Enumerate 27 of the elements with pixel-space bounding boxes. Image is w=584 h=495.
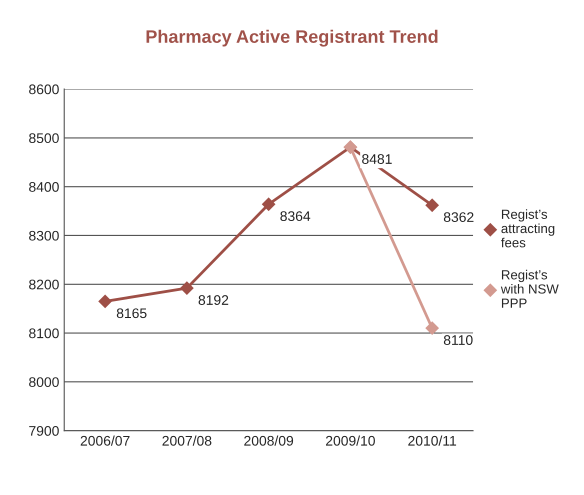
y-tick-label: 7900 — [29, 426, 59, 436]
x-tick-label: 2010/11 — [408, 436, 456, 446]
x-tick-label: 2009/10 — [326, 436, 375, 446]
x-tick-label: 2008/09 — [244, 436, 294, 446]
chart-title: Pharmacy Active Registrant Trend — [146, 30, 438, 47]
legend-label: Regist’s attracting fees — [501, 209, 554, 248]
data-label: 8165 — [116, 308, 147, 318]
x-tick-label: 2007/08 — [162, 436, 212, 446]
point — [425, 198, 440, 212]
point — [425, 321, 440, 336]
data-label: 8364 — [280, 211, 310, 222]
y-tick-label: 8100 — [29, 328, 59, 338]
y-tick-label: 8400 — [29, 182, 59, 192]
y-tick-label: 8200 — [29, 280, 59, 290]
legend-label: Regist’s with NSW PPP — [500, 270, 559, 308]
y-tick-label: 8500 — [29, 133, 59, 144]
point — [180, 281, 194, 296]
data-label: 8110 — [444, 335, 473, 345]
data-label: 8192 — [198, 295, 228, 305]
y-tick-label: 8000 — [29, 377, 59, 388]
y-tick-label: 8300 — [29, 230, 59, 241]
point — [98, 294, 112, 308]
y-tick-label: 8600 — [29, 84, 59, 94]
data-label: 8481 — [362, 154, 392, 164]
x-tick-label: 2006/07 — [80, 436, 130, 446]
data-label: 8362 — [444, 212, 474, 222]
point — [262, 197, 276, 212]
